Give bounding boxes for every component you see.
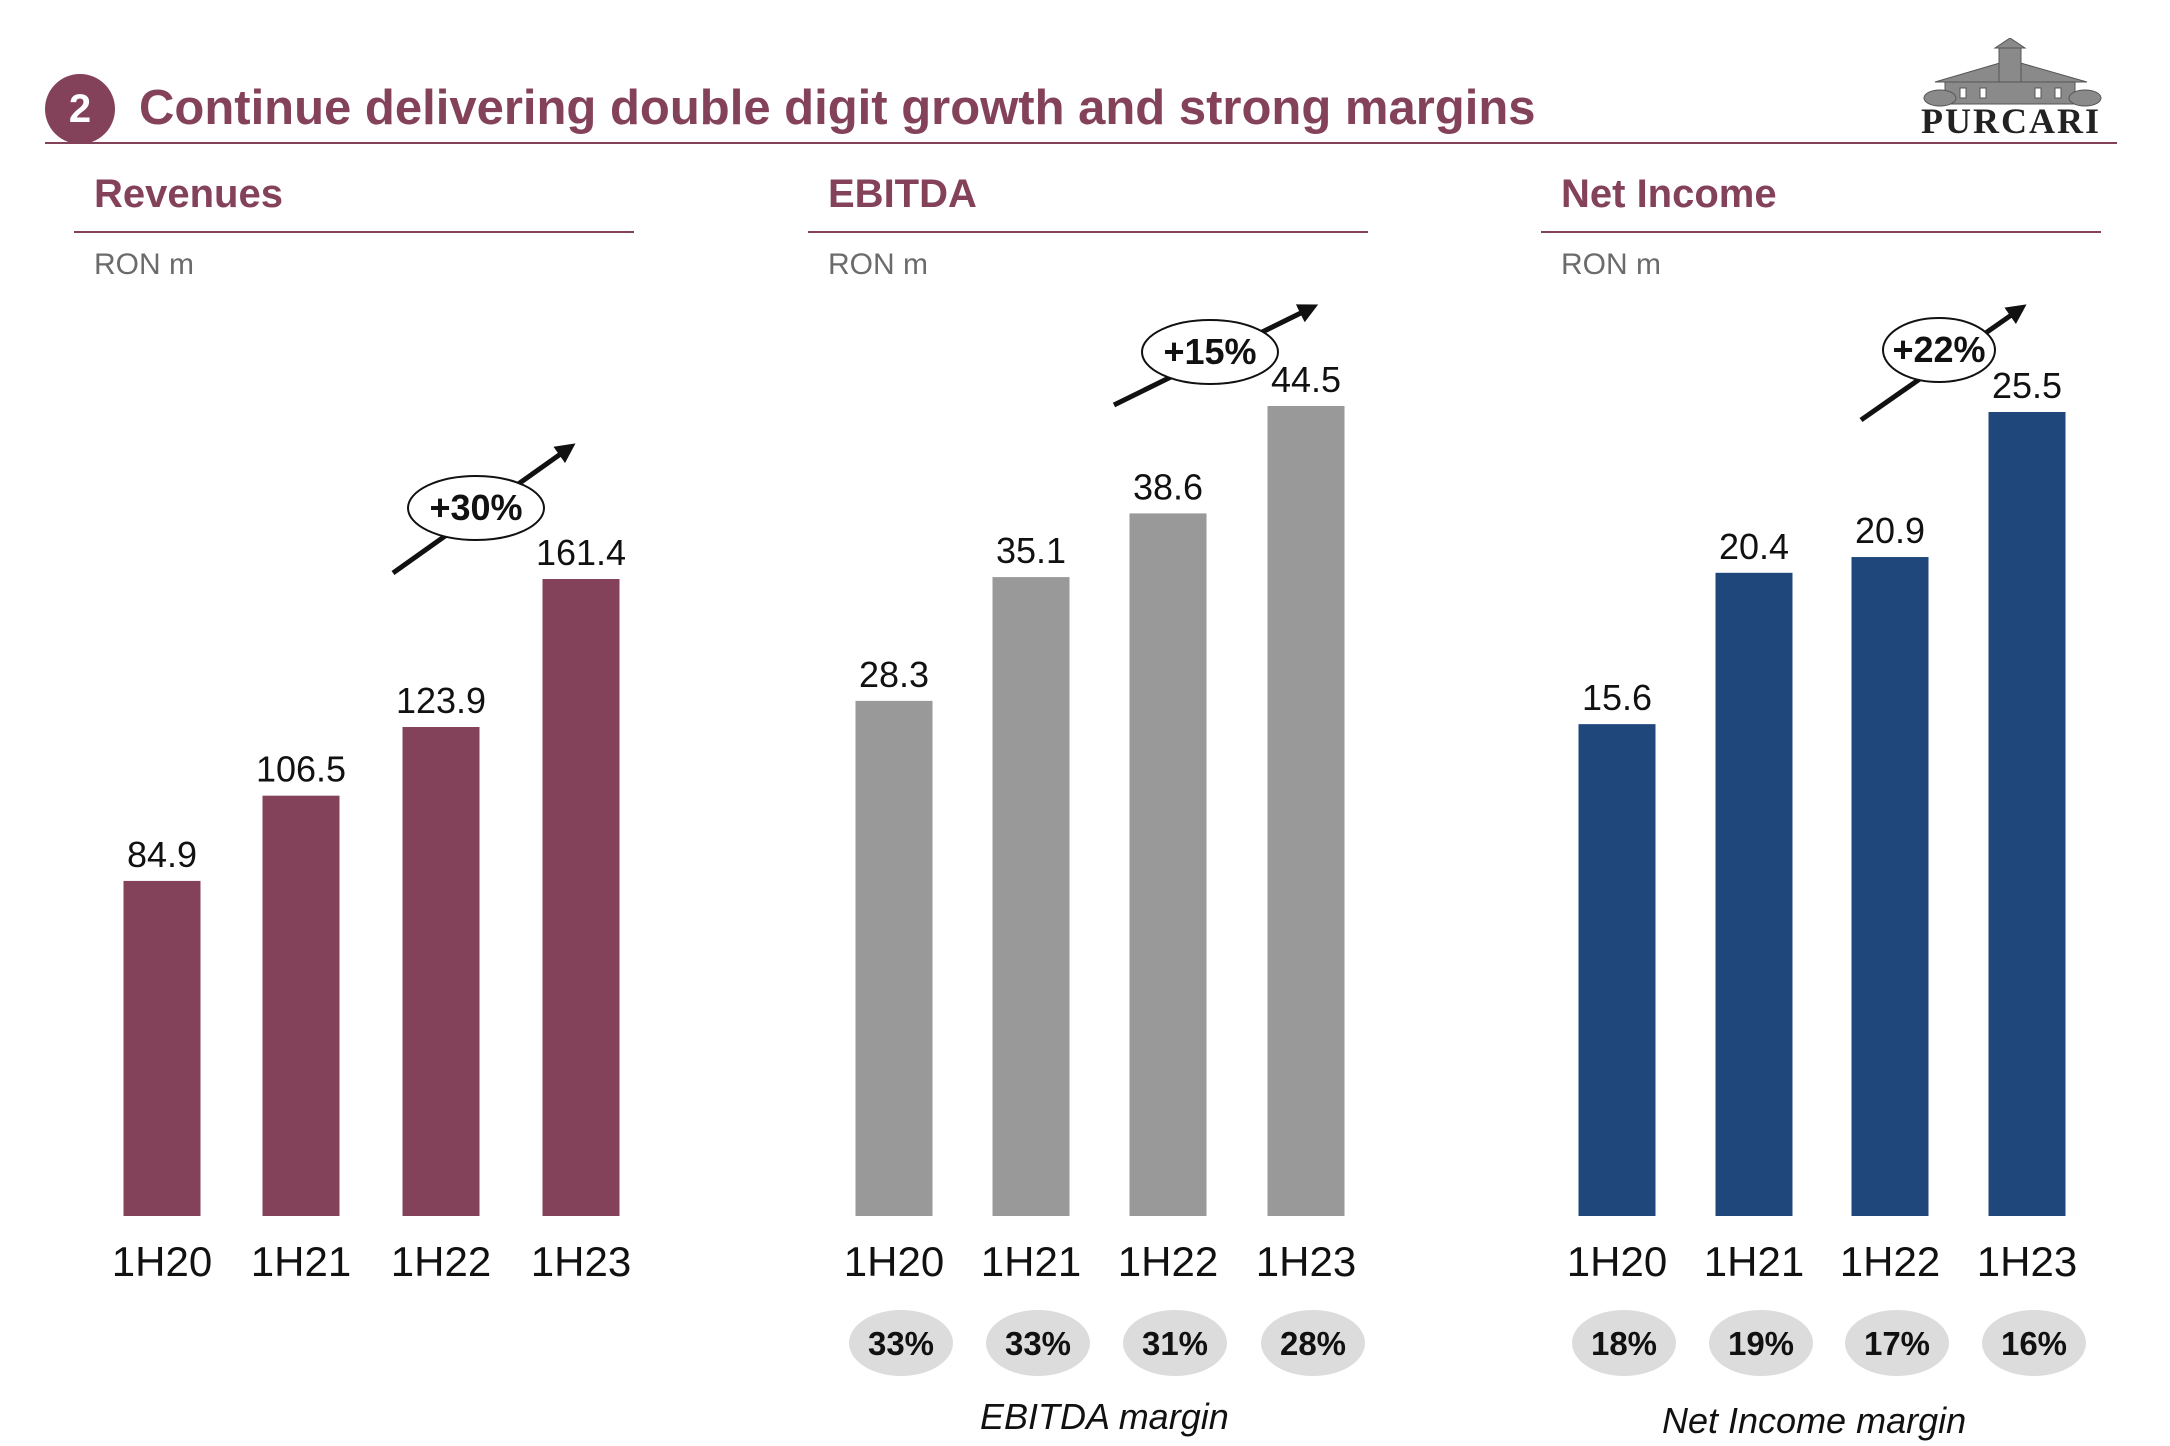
net_income-category-label-1h23: 1H23	[1977, 1238, 2077, 1285]
ebitda-margin-pill-1h23	[1261, 1310, 1365, 1376]
net_income-margin-pill-1h21	[1709, 1310, 1813, 1376]
net-income-title: Net Income	[1561, 172, 1777, 216]
net-income-margin-caption: Net Income margin	[1662, 1400, 1967, 1441]
ebitda-margin-pill-1h22	[1123, 1310, 1227, 1376]
ebitda-margin-pill-1h20	[849, 1310, 953, 1376]
net_income-margin-pill-1h20	[1572, 1310, 1676, 1376]
net_income-category-label-1h22: 1H22	[1840, 1238, 1940, 1285]
net_income-margin-label-1h21: 19%	[1728, 1325, 1794, 1362]
net_income-growth-label: +22%	[1892, 329, 1985, 370]
ebitda-category-label-1h23: 1H23	[1256, 1238, 1356, 1285]
net_income-bar-1h20	[1578, 724, 1656, 1216]
revenues-value-label-1h21: 106.5	[256, 749, 346, 790]
net_income-bar-1h22	[1851, 557, 1929, 1216]
logo-text: PURCARI	[1921, 101, 2101, 141]
revenues-value-label-1h20: 84.9	[127, 834, 197, 875]
net-income-unit: RON m	[1561, 248, 1661, 281]
revenues-value-label-1h23: 161.4	[536, 532, 626, 573]
ebitda-margin-label-1h22: 31%	[1142, 1325, 1208, 1362]
ebitda-value-label-1h23: 44.5	[1271, 359, 1341, 400]
revenues-category-label-1h21: 1H21	[251, 1238, 351, 1285]
ebitda-bar-1h20	[855, 700, 933, 1216]
ebitda-category-label-1h22: 1H22	[1118, 1238, 1218, 1285]
ebitda-category-label-1h20: 1H20	[844, 1238, 944, 1285]
net_income-bar-1h21	[1715, 572, 1793, 1216]
ebitda-bar-1h21	[992, 577, 1070, 1216]
ebitda-margin-pill-1h21	[986, 1310, 1090, 1376]
net_income-margin-label-1h23: 16%	[2001, 1325, 2067, 1362]
revenues-value-label-1h22: 123.9	[396, 680, 486, 721]
revenues-title: Revenues	[94, 172, 283, 216]
revenues-title-rule	[74, 231, 634, 233]
revenues-category-label-1h20: 1H20	[112, 1238, 212, 1285]
ebitda-value-label-1h20: 28.3	[859, 654, 929, 695]
net_income-bar-1h23	[1988, 412, 2066, 1216]
net_income-margin-pill-1h23	[1982, 1310, 2086, 1376]
ebitda-value-label-1h22: 38.6	[1133, 466, 1203, 507]
ebitda-title-rule	[808, 231, 1368, 233]
revenues-bar-1h22	[402, 727, 480, 1216]
revenues-unit: RON m	[94, 248, 194, 281]
net_income-value-label-1h21: 20.4	[1719, 526, 1789, 567]
ebitda-title: EBITDA	[828, 172, 977, 216]
ebitda-bar-1h22	[1129, 513, 1207, 1216]
revenues-category-label-1h22: 1H22	[391, 1238, 491, 1285]
revenues-bar-1h21	[262, 795, 340, 1216]
ebitda-unit: RON m	[828, 248, 928, 281]
title-divider	[45, 142, 2117, 144]
revenues-bar-1h23	[542, 579, 620, 1216]
ebitda-value-label-1h21: 35.1	[996, 530, 1066, 571]
net_income-value-label-1h22: 20.9	[1855, 510, 1925, 551]
revenues-growth-bubble	[407, 475, 545, 541]
revenues-bar-1h20	[123, 880, 201, 1216]
revenues-growth-label: +30%	[429, 487, 522, 528]
net_income-growth-bubble	[1882, 317, 1996, 383]
net_income-category-label-1h21: 1H21	[1704, 1238, 1804, 1285]
ebitda-growth-label: +15%	[1163, 331, 1256, 372]
ebitda-growth-bubble	[1141, 319, 1279, 385]
net_income-category-label-1h20: 1H20	[1567, 1238, 1667, 1285]
ebitda-bar-1h23	[1267, 406, 1345, 1216]
net_income-value-label-1h23: 25.5	[1992, 365, 2062, 406]
ebitda-category-label-1h21: 1H21	[981, 1238, 1081, 1285]
net-income-title-rule	[1541, 231, 2101, 233]
net_income-margin-label-1h20: 18%	[1591, 1325, 1657, 1362]
ebitda-margin-label-1h23: 28%	[1280, 1325, 1346, 1362]
net_income-margin-pill-1h22	[1845, 1310, 1949, 1376]
page-number-badge: 2	[45, 74, 115, 144]
purcari-logo-icon	[1923, 38, 2102, 107]
revenues-category-label-1h23: 1H23	[531, 1238, 631, 1285]
slide-title: Continue delivering double digit growth …	[139, 81, 1536, 135]
net_income-margin-label-1h22: 17%	[1864, 1325, 1930, 1362]
ebitda-margin-caption: EBITDA margin	[980, 1396, 1229, 1437]
net_income-value-label-1h20: 15.6	[1582, 677, 1652, 718]
ebitda-margin-label-1h21: 33%	[1005, 1325, 1071, 1362]
ebitda-margin-label-1h20: 33%	[868, 1325, 934, 1362]
